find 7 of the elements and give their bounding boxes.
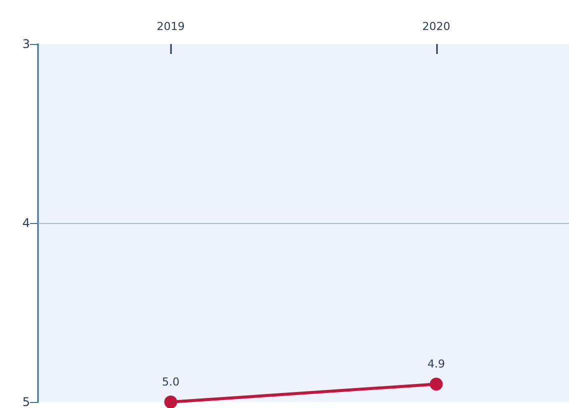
y-tick-label: 3 [22,37,30,51]
y-tick-label: 4 [22,216,30,230]
y-tick-label: 5 [22,395,30,408]
x-tick-label: 2020 [422,20,450,33]
data-label: 5.0 [162,376,180,388]
data-label: 4.9 [428,358,445,371]
x-tick-label: 2019 [156,20,185,33]
